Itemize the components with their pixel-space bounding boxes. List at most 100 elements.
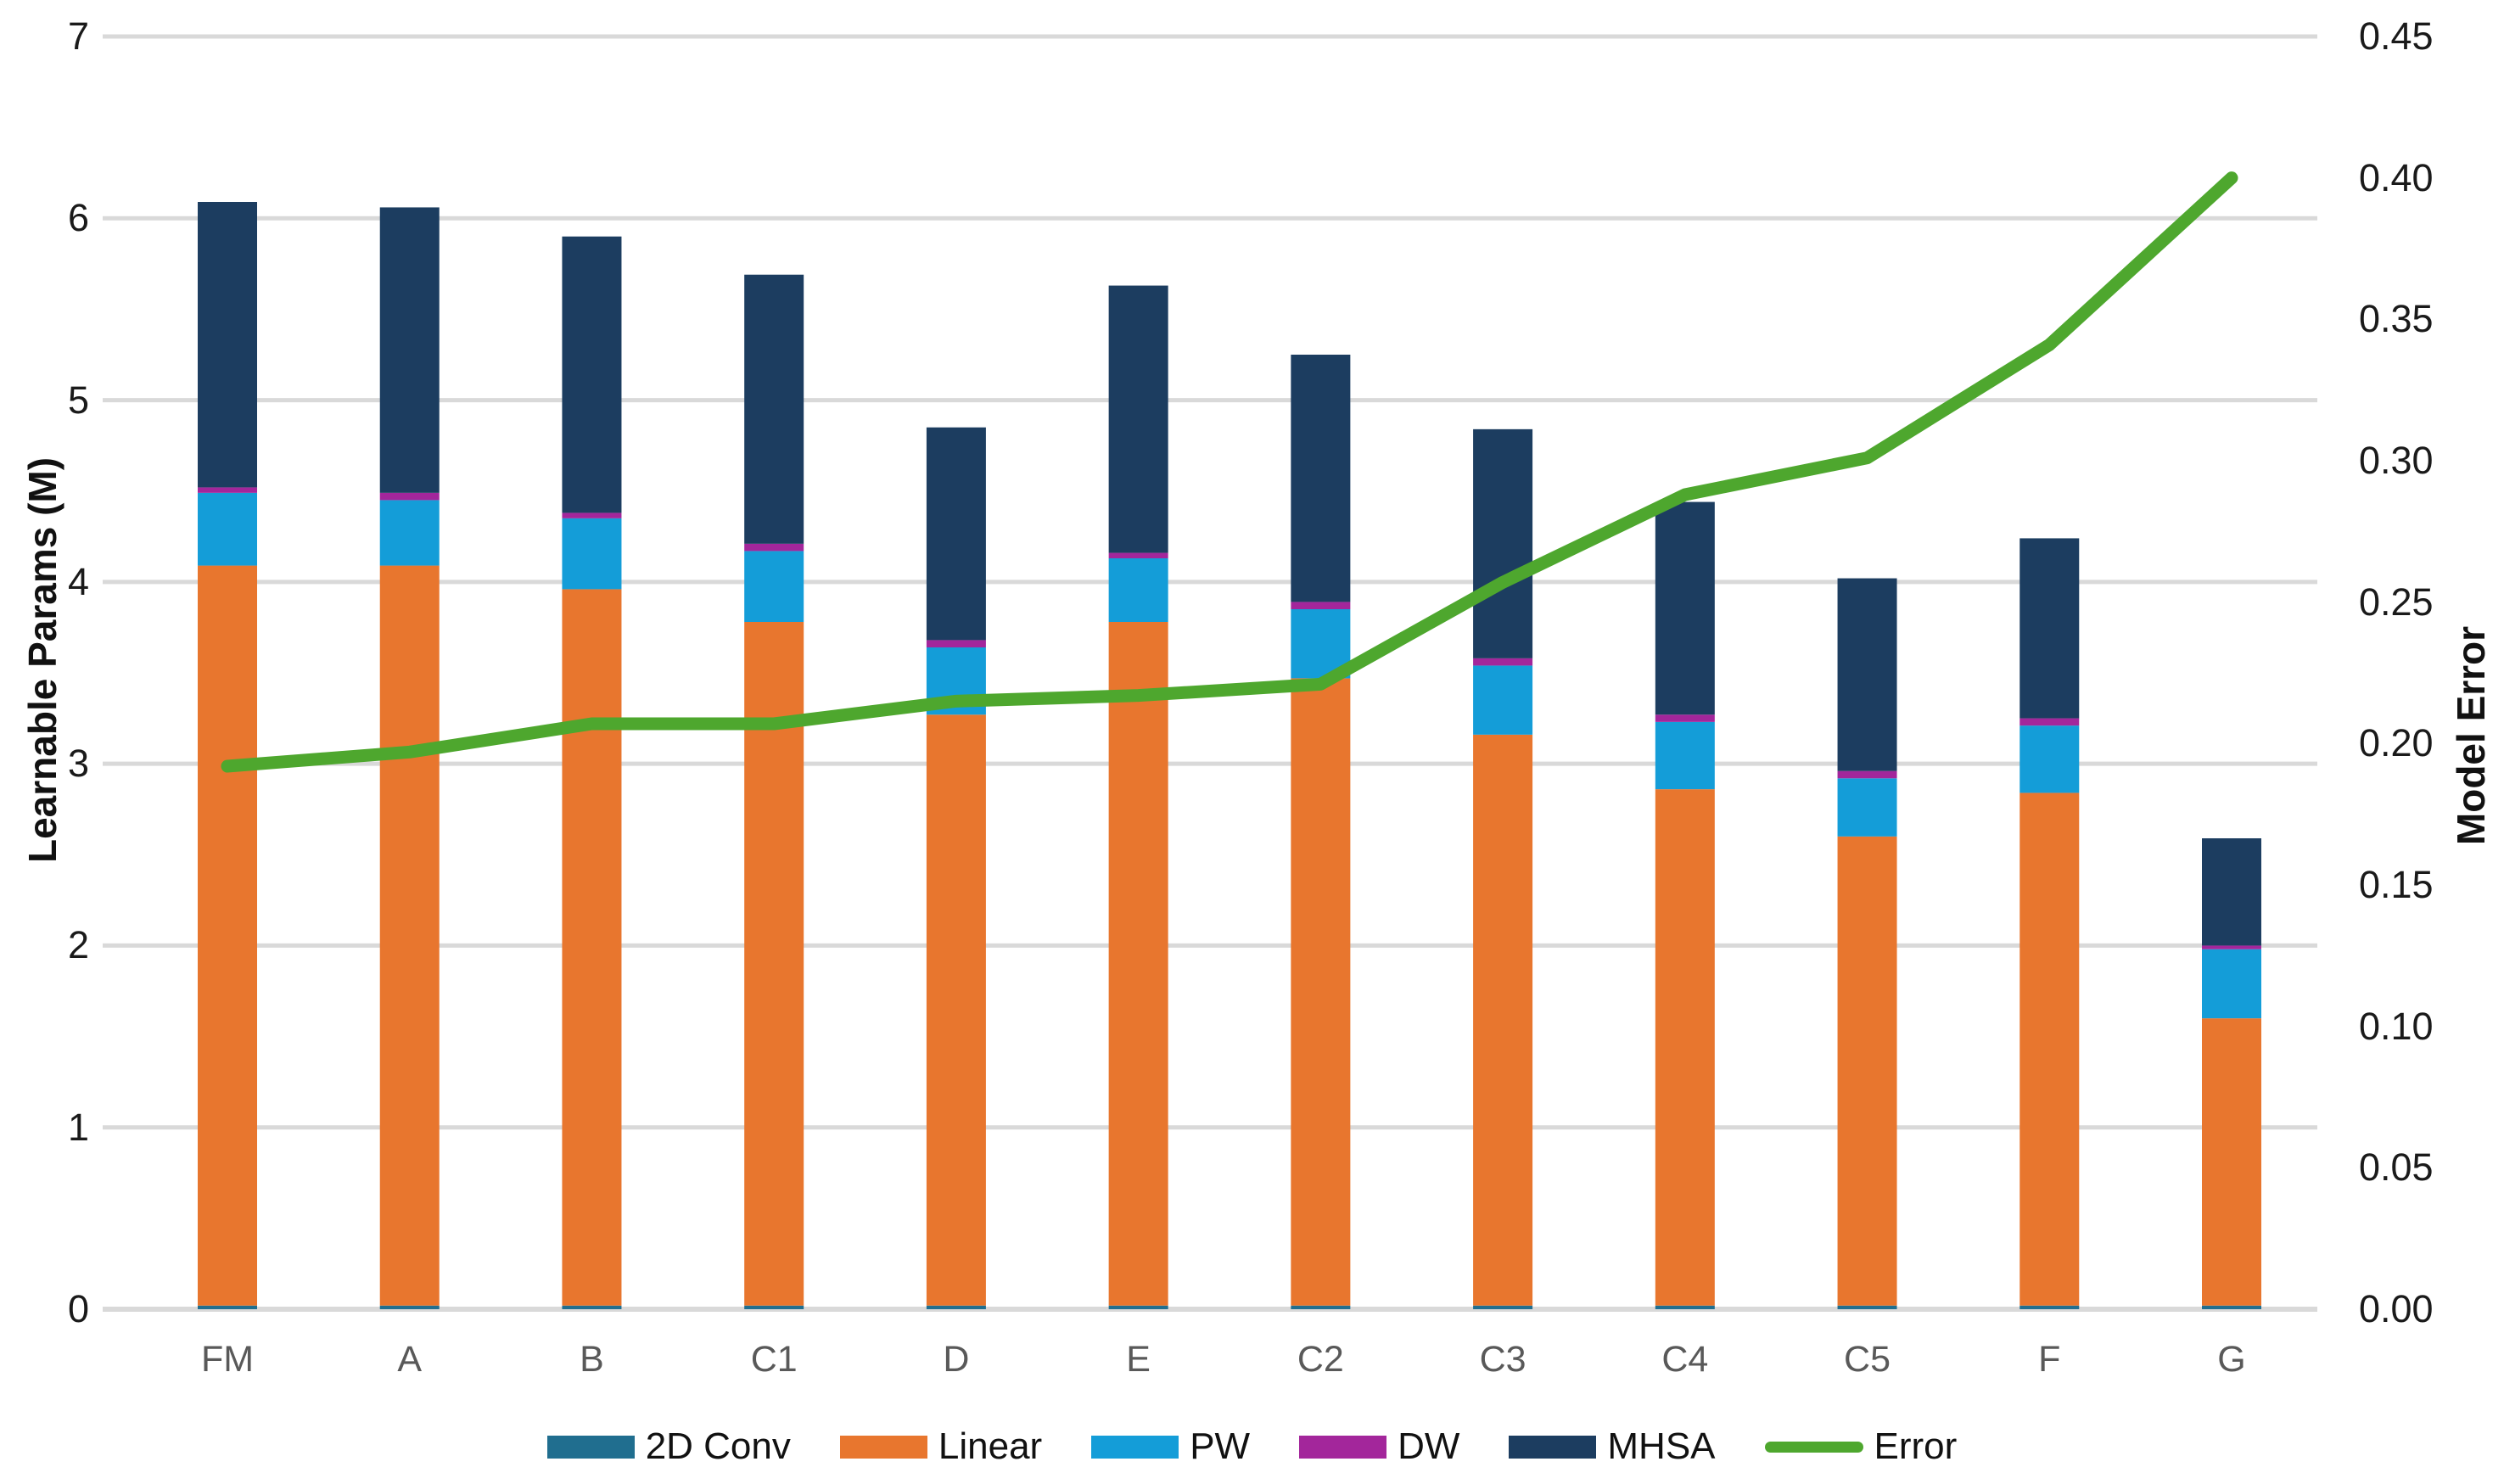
bar-segment-2d-conv xyxy=(1291,1305,1351,1309)
right-axis-tick: 0.10 xyxy=(2359,1004,2434,1048)
bar-segment-dw xyxy=(1473,658,1533,666)
legend-item-pw: PW xyxy=(1091,1425,1250,1468)
bar-segment-pw xyxy=(1473,665,1533,735)
bar-segment-pw xyxy=(2202,949,2261,1019)
left-axis-tick: 4 xyxy=(67,559,89,603)
bar-segment-linear xyxy=(198,565,257,1306)
bar-segment-linear xyxy=(926,714,986,1306)
right-axis-tick: 0.30 xyxy=(2359,439,2434,482)
2d-conv-swatch-icon xyxy=(546,1435,635,1459)
x-axis-label-c1: C1 xyxy=(750,1339,798,1380)
bar-segment-dw xyxy=(562,512,622,518)
bar-segment-pw xyxy=(379,500,440,566)
bar-segment-2d-conv xyxy=(1473,1305,1533,1309)
legend-label: Error xyxy=(1874,1425,1958,1467)
x-axis-label-f: F xyxy=(2038,1339,2061,1380)
bar-segment-dw xyxy=(2202,945,2261,949)
bar-segment-mhsa xyxy=(926,427,986,641)
x-axis-label-c4: C4 xyxy=(1661,1339,1709,1380)
bar-segment-pw xyxy=(1655,721,1715,790)
x-axis-label-c5: C5 xyxy=(1844,1339,1891,1380)
right-axis-tick: 0.25 xyxy=(2359,580,2434,624)
bar-segment-linear xyxy=(1291,678,1351,1306)
legend-label: DW xyxy=(1398,1425,1460,1467)
left-axis-tick: 1 xyxy=(67,1105,89,1149)
pw-swatch-icon xyxy=(1091,1435,1179,1459)
x-axis-label-e: E xyxy=(1126,1339,1151,1380)
bar-segment-linear xyxy=(2202,1018,2261,1306)
bar-segment-linear xyxy=(1837,836,1897,1306)
bar-segment-mhsa xyxy=(1108,285,1168,553)
bar-segment-linear xyxy=(1108,622,1168,1306)
legend-label: MHSA xyxy=(1607,1425,1716,1467)
bar-segment-pw xyxy=(198,492,257,566)
bar-segment-linear xyxy=(1473,734,1533,1306)
right-axis-tick: 0.20 xyxy=(2359,721,2434,765)
bar-segment-linear xyxy=(1655,789,1715,1306)
dw-swatch-icon xyxy=(1299,1435,1387,1459)
x-axis-label-fm: FM xyxy=(200,1339,255,1380)
bar-segment-dw xyxy=(198,487,257,493)
bar-segment-dw xyxy=(2019,718,2080,726)
bar-segment-dw xyxy=(1655,714,1715,722)
bar-segment-mhsa xyxy=(2019,538,2080,719)
bar-segment-dw xyxy=(1291,602,1351,609)
bar-segment-2d-conv xyxy=(1108,1305,1168,1309)
bar-segment-mhsa xyxy=(1655,501,1715,715)
left-axis-tick: 2 xyxy=(67,923,89,967)
bar-segment-mhsa xyxy=(379,207,440,493)
bar-segment-2d-conv xyxy=(1655,1305,1715,1309)
bar-segment-mhsa xyxy=(1291,355,1351,602)
legend-label: PW xyxy=(1190,1425,1251,1467)
legend-label: 2D Conv xyxy=(645,1425,791,1467)
x-axis-label-d: D xyxy=(943,1339,970,1380)
bar-segment-2d-conv xyxy=(562,1305,622,1309)
left-axis-tick: 0 xyxy=(67,1287,89,1330)
x-axis-label-c3: C3 xyxy=(1479,1339,1526,1380)
bar-segment-2d-conv xyxy=(379,1305,440,1309)
legend-item-mhsa: MHSA xyxy=(1509,1425,1716,1468)
legend-label: Linear xyxy=(938,1425,1043,1467)
x-axis-label-a: A xyxy=(397,1339,423,1380)
bar-segment-mhsa xyxy=(2202,838,2261,946)
bar-segment-linear xyxy=(562,589,622,1306)
bar-segment-pw xyxy=(1108,558,1168,622)
right-axis-tick: 0.15 xyxy=(2359,863,2434,906)
linear-swatch-icon xyxy=(839,1435,927,1459)
bar-segment-mhsa xyxy=(1473,428,1533,658)
bar-segment-mhsa xyxy=(562,236,622,513)
bar-segment-2d-conv xyxy=(198,1305,257,1309)
x-axis-label-c2: C2 xyxy=(1297,1339,1344,1380)
bar-segment-dw xyxy=(744,543,804,552)
legend-item-dw: DW xyxy=(1299,1425,1459,1468)
error-line xyxy=(221,171,2238,773)
left-axis-tick: 5 xyxy=(67,378,89,422)
right-axis-tick: 0.35 xyxy=(2359,297,2434,341)
legend-item-linear: Linear xyxy=(839,1425,1043,1468)
right-axis-tick: 0.00 xyxy=(2359,1287,2434,1330)
bar-segment-2d-conv xyxy=(2019,1305,2080,1309)
bar-segment-2d-conv xyxy=(744,1305,804,1309)
left-axis-tick: 7 xyxy=(67,14,89,58)
bar-segment-mhsa xyxy=(744,274,804,544)
x-axis-label-g: G xyxy=(2217,1339,2246,1380)
right-axis-tick: 0.40 xyxy=(2359,155,2434,199)
chart-legend: 2D Conv Linear PW DW MHSA Error xyxy=(0,1425,2504,1468)
bar-segment-dw xyxy=(379,492,440,501)
bar-segment-pw xyxy=(562,518,622,590)
bar-segment-mhsa xyxy=(198,202,257,488)
mhsa-swatch-icon xyxy=(1509,1435,1597,1459)
right-axis-tick: 0.45 xyxy=(2359,14,2434,58)
bar-segment-mhsa xyxy=(1837,578,1897,771)
bar-segment-2d-conv xyxy=(926,1305,986,1309)
legend-item-error: Error xyxy=(1764,1425,1958,1468)
bar-segment-2d-conv xyxy=(1837,1305,1897,1309)
bar-segment-linear xyxy=(2019,792,2080,1306)
bar-segment-pw xyxy=(1837,778,1897,837)
bar-segment-linear xyxy=(379,565,440,1306)
bar-segment-dw xyxy=(926,640,986,647)
x-axis-label-b: B xyxy=(580,1339,604,1380)
left-axis-tick: 6 xyxy=(67,196,89,240)
